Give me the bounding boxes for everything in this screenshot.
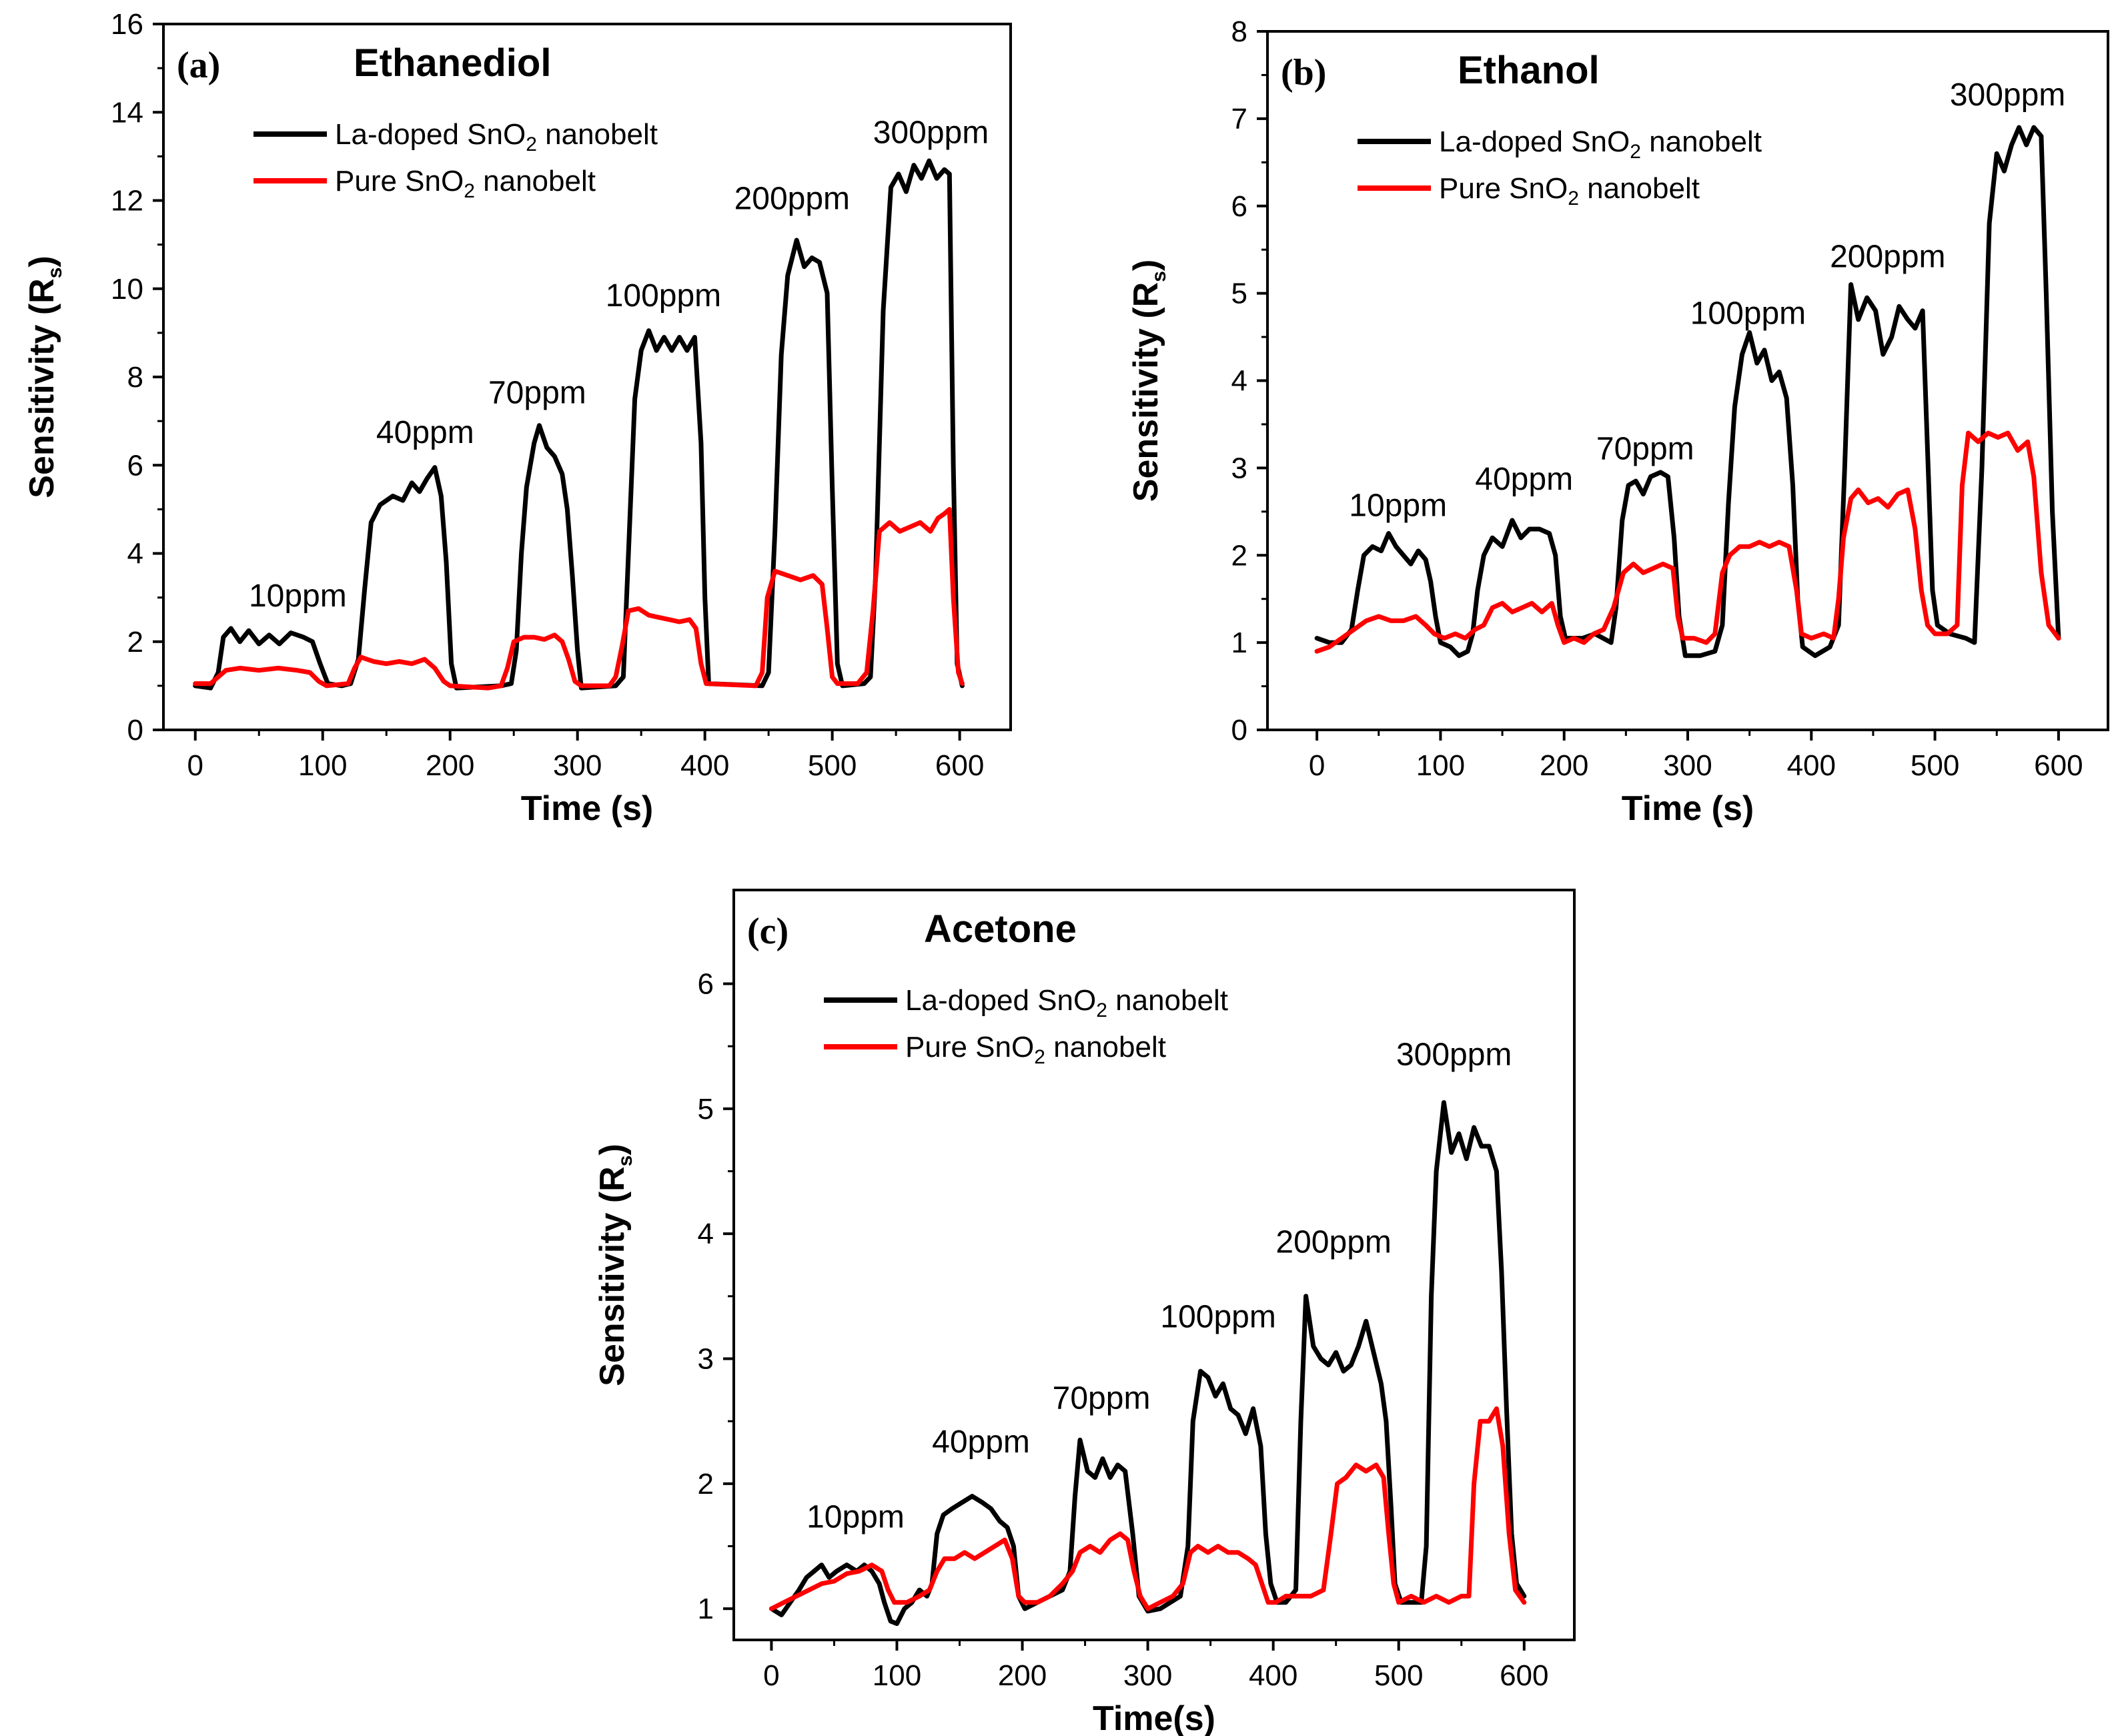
chart-3-y-tick-label: 5 bbox=[698, 1093, 714, 1126]
chart-3: 0 100 200 300 400 500 600 1 2 3 4 5 6 Time(s) Sensitiv… bbox=[593, 889, 1576, 1736]
chart-3-annotation: 100ppm bbox=[1160, 1300, 1275, 1335]
chart-2-panel-letter: (b) bbox=[1281, 52, 1326, 93]
chart-2-y-tick-label: 3 bbox=[1231, 452, 1247, 484]
chart-3-x-axis-title: Time(s) bbox=[1093, 1699, 1215, 1736]
chart-1-annotation: 300ppm bbox=[873, 115, 989, 151]
chart-1-y-tick-label: 16 bbox=[111, 8, 143, 41]
chart-3-plot-frame bbox=[732, 889, 1576, 1641]
chart-1-annotation: 10ppm bbox=[249, 578, 347, 614]
chart-1-legend-label-1: La-doped SnO2 nanobelt bbox=[335, 118, 658, 155]
chart-2-y-tick-label: 7 bbox=[1231, 103, 1247, 135]
chart-1-annotation: 100ppm bbox=[606, 278, 721, 314]
chart-1-x-tick-label: 0 bbox=[187, 749, 203, 782]
chart-1-y-tick-label: 12 bbox=[111, 185, 143, 218]
chart-2-x-tick-label: 500 bbox=[1911, 749, 1959, 782]
chart-2-y-tick-label: 1 bbox=[1231, 626, 1247, 659]
chart-2-annotation: 70ppm bbox=[1596, 431, 1694, 466]
chart-1: 0 100 200 300 400 500 600 0 2 4 6 8 10 12 14 16 Time (s)… bbox=[23, 8, 1012, 828]
chart-1-y-axis-title: Sensitivity (Rs) bbox=[23, 256, 66, 498]
chart-2-annotation: 300ppm bbox=[1950, 77, 2065, 113]
chart-1-annotation: 70ppm bbox=[488, 376, 586, 411]
chart-1-annotation: 200ppm bbox=[734, 181, 850, 217]
chart-3-y-tick-label: 6 bbox=[698, 968, 714, 1001]
chart-1-panel-letter: (a) bbox=[177, 45, 220, 86]
chart-2-y-tick-label: 5 bbox=[1231, 278, 1247, 310]
chart-3-x-tick-label: 0 bbox=[763, 1659, 779, 1692]
chart-2-annotation: 10ppm bbox=[1349, 488, 1447, 523]
chart-2-x-axis-title: Time (s) bbox=[1622, 789, 1754, 828]
chart-2-x-tick-label: 400 bbox=[1787, 749, 1836, 782]
chart-2-y-tick-label: 4 bbox=[1231, 365, 1247, 398]
chart-1-x-tick-label: 400 bbox=[680, 749, 729, 782]
chart-3-legend-label-2: Pure SnO2 nanobelt bbox=[905, 1031, 1166, 1068]
chart-2-y-tick-label: 8 bbox=[1231, 15, 1247, 48]
chart-1-x-axis-title: Time (s) bbox=[521, 789, 653, 828]
chart-2-annotation: 200ppm bbox=[1830, 239, 1945, 274]
chart-3-x-tick-label: 200 bbox=[998, 1659, 1047, 1692]
chart-2-x-tick-label: 100 bbox=[1416, 749, 1465, 782]
chart-3-panel-letter: (c) bbox=[747, 911, 788, 952]
chart-2-y-tick-label: 0 bbox=[1231, 714, 1247, 747]
chart-3-annotation: 10ppm bbox=[807, 1499, 905, 1535]
chart-3-x-tick-label: 500 bbox=[1374, 1659, 1423, 1692]
chart-3-series-2-line bbox=[768, 1406, 1527, 1611]
chart-3-series-1-line bbox=[768, 1100, 1527, 1627]
chart-3-x-tick-label: 300 bbox=[1123, 1659, 1172, 1692]
chart-1-y-tick-label: 4 bbox=[127, 538, 143, 570]
chart-1-y-tick-label: 10 bbox=[111, 273, 143, 306]
chart-2-y-tick-label: 2 bbox=[1231, 539, 1247, 572]
chart-3-annotation: 40ppm bbox=[932, 1424, 1030, 1460]
chart-2-legend-label-2: Pure SnO2 nanobelt bbox=[1439, 172, 1700, 209]
chart-2-x-tick-label: 600 bbox=[2034, 749, 2083, 782]
chart-1-x-tick-label: 500 bbox=[808, 749, 857, 782]
chart-1-y-tick-label: 8 bbox=[127, 361, 143, 394]
chart-3-x-tick-label: 400 bbox=[1249, 1659, 1297, 1692]
chart-1-x-tick-label: 300 bbox=[553, 749, 602, 782]
chart-3-x-tick-label: 100 bbox=[873, 1659, 921, 1692]
chart-3-annotation: 70ppm bbox=[1053, 1380, 1151, 1416]
chart-2-annotation: 40ppm bbox=[1475, 462, 1573, 497]
chart-2-y-tick-label: 6 bbox=[1231, 190, 1247, 223]
chart-1-y-tick-label: 14 bbox=[111, 96, 143, 129]
chart-1-y-tick-label: 2 bbox=[127, 626, 143, 659]
chart-3-x-tick-label: 600 bbox=[1500, 1659, 1548, 1692]
chart-1-legend-label-2: Pure SnO2 nanobelt bbox=[335, 165, 596, 202]
chart-3-annotation: 200ppm bbox=[1275, 1224, 1391, 1260]
chart-2-legend-label-1: La-doped SnO2 nanobelt bbox=[1439, 125, 1762, 163]
chart-3-annotation: 300ppm bbox=[1396, 1037, 1512, 1072]
chart-1-x-tick-label: 200 bbox=[426, 749, 474, 782]
chart-2-y-axis-title: Sensitivity (Rs) bbox=[1127, 260, 1170, 502]
chart-3-y-axis-title: Sensitivity (Rs) bbox=[593, 1144, 636, 1386]
chart-2-annotation: 100ppm bbox=[1690, 296, 1806, 331]
chart-3-y-tick-label: 1 bbox=[698, 1593, 714, 1625]
chart-2-x-tick-label: 0 bbox=[1309, 749, 1325, 782]
chart-3-y-tick-label: 2 bbox=[698, 1468, 714, 1500]
chart-3-y-tick-label: 3 bbox=[698, 1343, 714, 1376]
chart-3-title: Acetone bbox=[924, 907, 1077, 951]
chart-1-series-2-line bbox=[193, 506, 965, 691]
chart-3-y-tick-label: 4 bbox=[698, 1218, 714, 1250]
chart-2-x-tick-label: 300 bbox=[1663, 749, 1712, 782]
chart-1-title: Ethanediol bbox=[354, 41, 551, 85]
chart-2-title: Ethanol bbox=[1458, 49, 1600, 92]
chart-1-y-tick-label: 6 bbox=[127, 449, 143, 482]
chart-1-x-tick-label: 100 bbox=[298, 749, 347, 782]
chart-1-y-tick-label: 0 bbox=[127, 714, 143, 747]
chart-2: 0 100 200 300 400 500 600 0 1 2 3 4 5 6 7 8 Time (s) Sens… bbox=[1127, 15, 2109, 828]
chart-2-x-tick-label: 200 bbox=[1540, 749, 1588, 782]
chart-1-x-tick-label: 600 bbox=[935, 749, 984, 782]
chart-1-annotation: 40ppm bbox=[376, 415, 474, 450]
chart-3-legend-label-1: La-doped SnO2 nanobelt bbox=[905, 984, 1228, 1021]
chart-2-series-2-line bbox=[1314, 430, 2061, 654]
chart-2-series-1-line bbox=[1314, 125, 2061, 659]
